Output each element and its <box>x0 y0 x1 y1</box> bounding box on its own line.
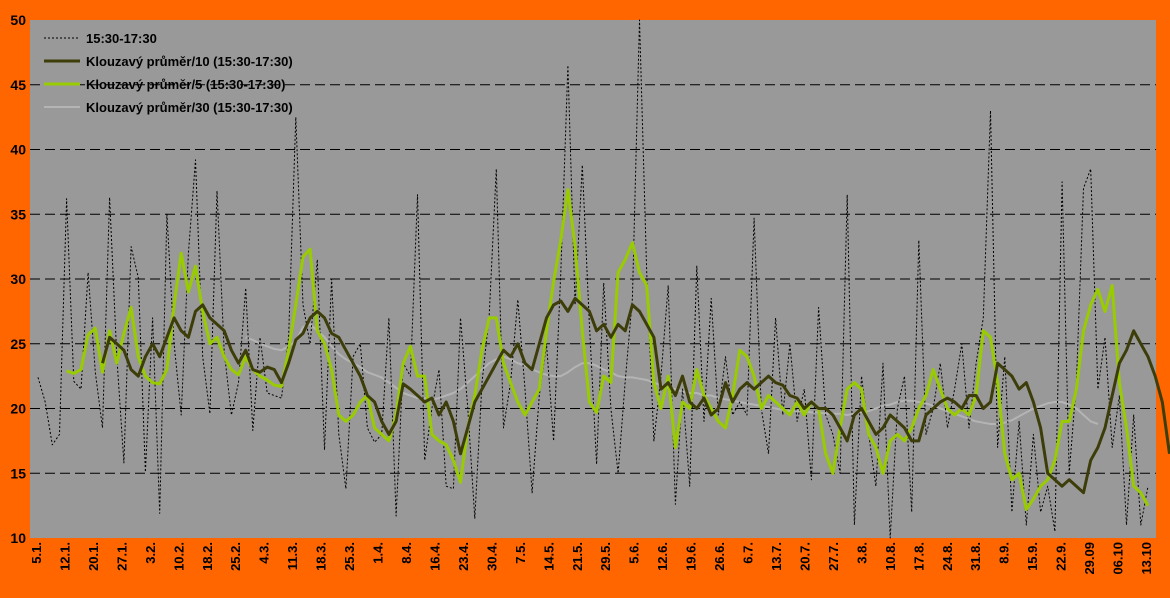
series-line-1 <box>101 296 1170 495</box>
x-tick-label: 5.6. <box>627 542 642 564</box>
series-line-2 <box>66 188 1150 511</box>
legend: 15:30-17:30 Klouzavý průměr/10 (15:30-17:… <box>44 31 293 115</box>
x-tick-label: 22.9. <box>1054 542 1069 571</box>
x-tick-label: 13.10 <box>1139 542 1154 575</box>
y-tick-label: 10 <box>10 530 26 546</box>
y-tick-label: 25 <box>10 336 26 352</box>
x-tick-label: 25.3. <box>342 542 357 571</box>
x-tick-label: 3.8. <box>854 542 869 564</box>
y-tick-label: 35 <box>10 206 26 222</box>
x-tick-label: 5.1. <box>29 542 44 564</box>
x-tick-label: 8.9. <box>997 542 1012 564</box>
y-tick-label: 40 <box>10 142 26 158</box>
series-line-0 <box>37 19 1149 539</box>
x-tick-label: 18.3. <box>314 542 329 571</box>
x-tick-label: 21.5. <box>570 542 585 571</box>
x-tick-label: 8.4. <box>399 542 414 564</box>
x-tick-label: 29.09 <box>1082 542 1097 575</box>
y-tick-label: 30 <box>10 271 26 287</box>
x-tick-label: 17.8. <box>911 542 926 571</box>
x-tick-label: 25.2. <box>228 542 243 571</box>
x-tick-label: 27.7. <box>826 542 841 571</box>
x-tick-label: 12.6. <box>655 542 670 571</box>
x-tick-label: 15.9. <box>1025 542 1040 571</box>
series-layer <box>37 19 1170 539</box>
x-tick-label: 3.2. <box>143 542 158 564</box>
x-tick-label: 13.7. <box>769 542 784 571</box>
x-tick-label: 4.3. <box>257 542 272 564</box>
y-axis: 10 15 20 25 30 35 40 45 50 <box>10 12 26 546</box>
x-tick-label: 1.4. <box>371 542 386 564</box>
x-tick-label: 6.7. <box>741 542 756 564</box>
x-tick-label: 12.1. <box>57 542 72 571</box>
x-tick-label: 06.10 <box>1111 542 1126 575</box>
y-tick-label: 15 <box>10 465 26 481</box>
y-tick-label: 20 <box>10 401 26 417</box>
x-tick-label: 27.1. <box>114 542 129 571</box>
x-tick-label: 26.6. <box>712 542 727 571</box>
x-tick-label: 10.8. <box>883 542 898 571</box>
legend-label-2: Klouzavý průměr/5 (15:30-17:30) <box>86 77 285 92</box>
x-tick-label: 19.6. <box>684 542 699 571</box>
x-tick-label: 11.3. <box>285 542 300 570</box>
legend-label-0: 15:30-17:30 <box>86 31 157 46</box>
x-tick-label: 10.2. <box>171 542 186 571</box>
x-tick-label: 14.5. <box>541 542 556 571</box>
y-tick-label: 50 <box>10 12 26 28</box>
x-tick-label: 20.1. <box>86 542 101 571</box>
y-tick-label: 45 <box>10 77 26 93</box>
x-tick-label: 30.4. <box>484 542 499 571</box>
x-tick-label: 20.7. <box>797 542 812 571</box>
x-tick-label: 31.8. <box>968 542 983 571</box>
legend-label-3: Klouzavý průměr/30 (15:30-17:30) <box>86 100 293 115</box>
x-tick-label: 18.2. <box>200 542 215 571</box>
x-tick-label: 16.4. <box>427 542 442 571</box>
x-tick-label: 7.5. <box>513 542 528 564</box>
x-tick-label: 24.8. <box>940 542 955 571</box>
legend-label-1: Klouzavý průměr/10 (15:30-17:30) <box>86 54 293 69</box>
x-axis: 5.1. 12.1. 20.1. 27.1. 3.2. 10.2. 18.2. 25.2. 4.… <box>29 542 1154 575</box>
x-tick-label: 29.5. <box>598 542 613 571</box>
x-tick-label: 23.4. <box>456 542 471 571</box>
